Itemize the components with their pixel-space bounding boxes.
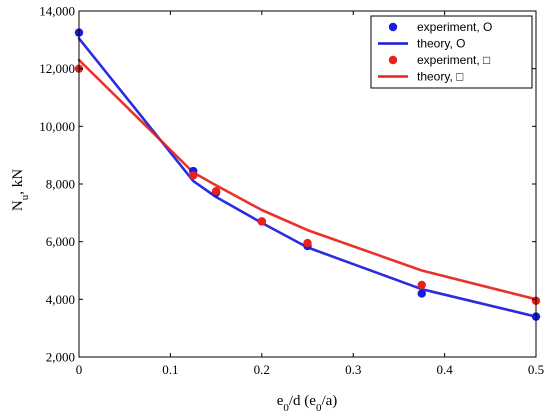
legend: experiment, O theory, O experiment, □ theor…: [370, 15, 533, 89]
x-tick-label: 0.1: [162, 362, 178, 377]
y-axis-title-sub: u: [19, 194, 31, 200]
ticks-layer: 0 0.1 0.2 0.3 0.4 0.5 2,000 4,000 6,000 8,000 10,0…: [39, 4, 544, 378]
legend-marker: [388, 22, 398, 32]
series-point-2: [211, 187, 221, 196]
series-point-2: [303, 238, 312, 248]
y-axis-title-main: N: [10, 200, 26, 211]
x-axis-title: e0/d (e0/a): [277, 393, 338, 414]
legend-label: experiment, □: [417, 53, 490, 67]
x-tick-label: 0.3: [345, 362, 361, 377]
y-tick-label: 6,000: [46, 234, 75, 249]
series-point-2: [257, 217, 266, 226]
x-tick-label: 0: [76, 362, 83, 377]
y-tick-label: 10,000: [39, 119, 75, 134]
y-tick-label: 14,000: [39, 4, 75, 19]
x-tick-label: 0.2: [254, 362, 270, 377]
x-axis-title-sub2: 0: [316, 402, 322, 414]
series-point-2: [417, 280, 426, 290]
series-line-2: [77, 58, 538, 301]
x-tick-label: 0.4: [436, 362, 453, 377]
legend-marker: [388, 55, 398, 65]
y-tick-label: 12,000: [39, 61, 75, 76]
y-axis-title-end: , kN: [10, 169, 26, 195]
x-axis-title-sub1: 0: [283, 402, 289, 414]
x-axis-title-end: /a): [321, 393, 337, 409]
legend-label: theory, □: [417, 70, 463, 84]
y-axis-title: Nu, kN: [10, 169, 31, 211]
series-point-1: [417, 289, 426, 298]
x-tick-label: 0.5: [528, 362, 544, 377]
x-axis-title-mid: /d (e: [289, 393, 316, 409]
y-tick-label: 2,000: [46, 350, 75, 365]
legend-label: theory, O: [417, 37, 465, 51]
x-axis-title-main: e: [277, 393, 284, 409]
series-point-2: [189, 171, 198, 180]
y-tick-label: 8,000: [46, 177, 75, 192]
y-tick-label: 4,000: [46, 292, 75, 307]
legend-label: experiment, O: [417, 20, 492, 34]
